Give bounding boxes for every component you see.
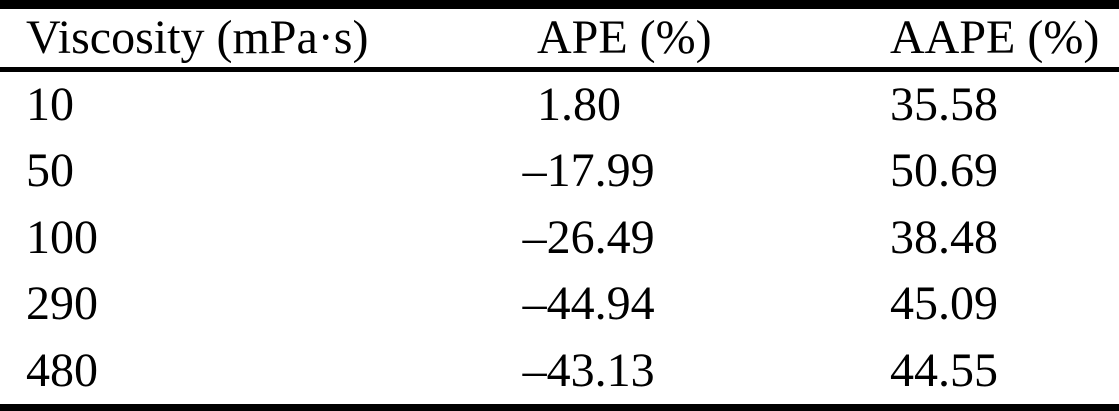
ape-cell: –43.13 [523, 338, 890, 404]
viscosity-cell: 290 [26, 277, 98, 331]
ape-value: 44.94 [546, 277, 655, 331]
table-header-rule [0, 67, 1119, 72]
table-top-rule [0, 0, 1119, 9]
viscosity-cell: 480 [26, 343, 98, 397]
column-header-viscosity: Viscosity (mPa·s) [26, 11, 369, 64]
table-row: 290 –44.94 45.09 [0, 271, 1119, 337]
viscosity-cell: 50 [26, 144, 74, 198]
table-row: 480 –43.13 44.55 [0, 338, 1119, 404]
table-row: 10 1.80 35.58 [0, 72, 1119, 138]
minus-sign: – [522, 277, 547, 331]
aape-cell: 45.09 [890, 277, 998, 331]
aape-cell: 35.58 [890, 78, 998, 131]
ape-value: 26.49 [546, 210, 655, 264]
minus-sign: – [522, 144, 547, 198]
viscosity-cell: 10 [26, 78, 74, 131]
ape-cell: –17.99 [523, 138, 890, 204]
minus-sign: – [522, 210, 547, 264]
ape-cell: –44.94 [523, 271, 890, 337]
column-header-ape: APE (%) [537, 11, 712, 64]
minus-sign: – [522, 343, 547, 397]
aape-cell: 38.48 [890, 210, 998, 264]
ape-value: 17.99 [546, 144, 655, 198]
aape-cell: 44.55 [890, 343, 998, 397]
viscosity-cell: 100 [26, 210, 98, 264]
table-row: 100 –26.49 38.48 [0, 205, 1119, 271]
ape-cell: –26.49 [523, 205, 890, 271]
table-row: 50 –17.99 50.69 [0, 138, 1119, 204]
table-header-row: Viscosity (mPa·s) APE (%) AAPE (%) [0, 9, 1119, 67]
ape-value: 1.80 [537, 78, 621, 131]
ape-value: 43.13 [546, 343, 655, 397]
table-bottom-rule [0, 403, 1119, 411]
aape-cell: 50.69 [890, 144, 998, 198]
column-header-aape: AAPE (%) [890, 11, 1100, 64]
ape-cell: 1.80 [537, 72, 890, 138]
